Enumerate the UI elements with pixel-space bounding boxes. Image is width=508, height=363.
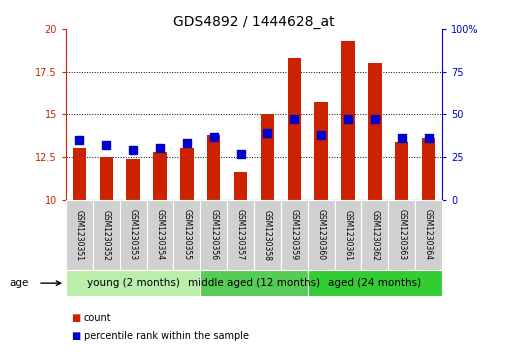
Text: GSM1230363: GSM1230363 [397, 209, 406, 261]
Text: GSM1230355: GSM1230355 [182, 209, 192, 261]
Text: GSM1230362: GSM1230362 [370, 209, 379, 261]
Bar [227, 200, 254, 270]
Point [129, 147, 137, 153]
Bar [200, 200, 227, 270]
Bar [415, 200, 442, 270]
Text: GSM1230357: GSM1230357 [236, 209, 245, 261]
Text: GSM1230352: GSM1230352 [102, 209, 111, 261]
Point [371, 117, 379, 122]
Bar [147, 200, 173, 270]
Point [344, 117, 352, 122]
Bar [335, 200, 361, 270]
Text: middle aged (12 months): middle aged (12 months) [188, 278, 320, 288]
Bar [173, 200, 200, 270]
Text: count: count [84, 313, 111, 323]
Bar [100, 157, 113, 200]
Point [156, 146, 164, 151]
Bar [200, 270, 308, 296]
Text: GSM1230360: GSM1230360 [316, 209, 326, 261]
Bar [93, 200, 120, 270]
Text: ■: ■ [71, 313, 80, 323]
Bar [361, 200, 388, 270]
Bar [368, 63, 382, 200]
Bar [308, 200, 335, 270]
Point [317, 132, 325, 138]
Bar [308, 270, 442, 296]
Bar [66, 200, 93, 270]
Bar [126, 159, 140, 200]
Bar [254, 200, 281, 270]
Point [425, 135, 433, 141]
Point [102, 142, 110, 148]
Bar [288, 58, 301, 200]
Text: young (2 months): young (2 months) [87, 278, 180, 288]
Bar [180, 148, 194, 200]
Text: GSM1230356: GSM1230356 [209, 209, 218, 261]
Text: ■: ■ [71, 331, 80, 341]
Point [237, 151, 245, 156]
Text: GSM1230364: GSM1230364 [424, 209, 433, 261]
Text: GDS4892 / 1444628_at: GDS4892 / 1444628_at [173, 15, 335, 29]
Bar [207, 135, 220, 200]
Bar [66, 270, 200, 296]
Text: GSM1230358: GSM1230358 [263, 209, 272, 261]
Bar [261, 114, 274, 200]
Bar [234, 172, 247, 200]
Point [210, 134, 218, 139]
Point [398, 135, 406, 141]
Bar [120, 200, 147, 270]
Bar [341, 41, 355, 200]
Point [263, 130, 271, 136]
Text: aged (24 months): aged (24 months) [328, 278, 422, 288]
Bar [314, 102, 328, 200]
Point [75, 137, 83, 143]
Bar [395, 142, 408, 200]
Point [183, 140, 191, 146]
Bar [281, 200, 308, 270]
Text: age: age [9, 278, 28, 288]
Text: GSM1230354: GSM1230354 [155, 209, 165, 261]
Point [290, 117, 298, 122]
Bar [153, 152, 167, 200]
Text: GSM1230353: GSM1230353 [129, 209, 138, 261]
Bar [422, 138, 435, 200]
Text: GSM1230351: GSM1230351 [75, 209, 84, 261]
Text: percentile rank within the sample: percentile rank within the sample [84, 331, 249, 341]
Bar [388, 200, 415, 270]
Text: GSM1230361: GSM1230361 [343, 209, 353, 261]
Bar [73, 148, 86, 200]
Text: GSM1230359: GSM1230359 [290, 209, 299, 261]
